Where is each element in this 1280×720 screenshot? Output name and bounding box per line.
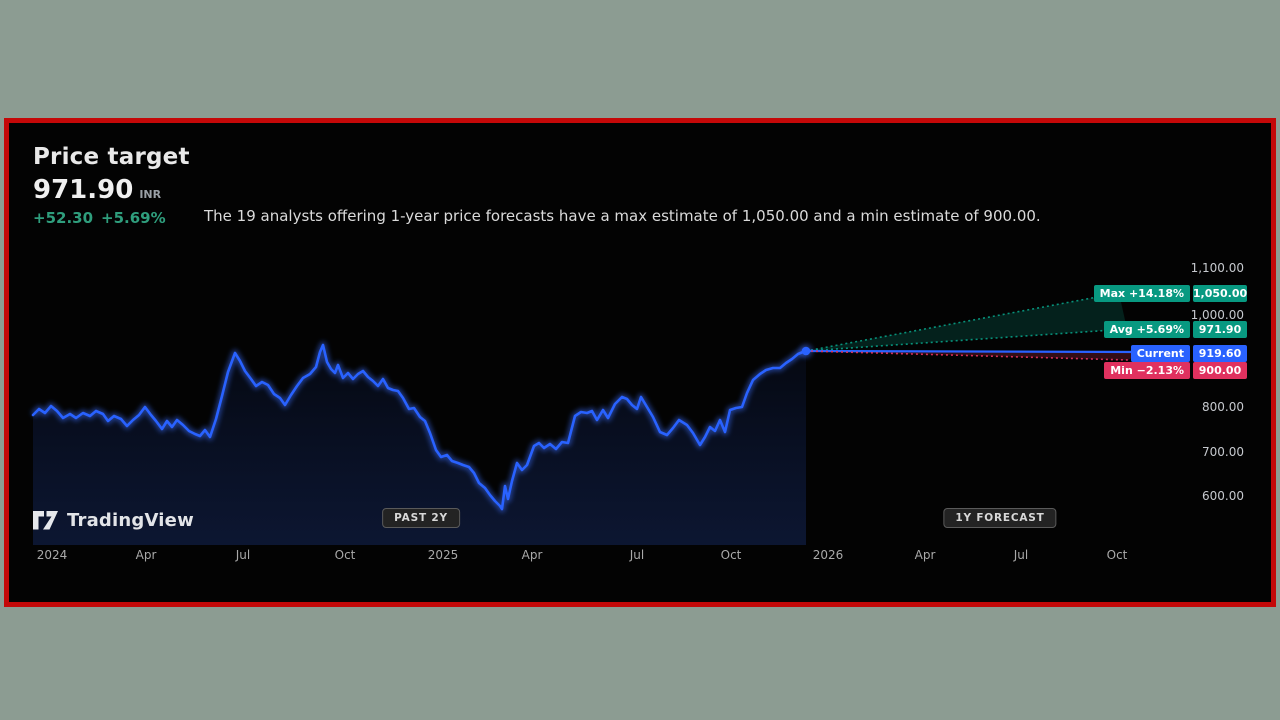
y-axis-tick: 800.00 [1202, 400, 1244, 414]
x-axis-tick: Apr [914, 548, 936, 562]
x-axis-tick: 2025 [427, 548, 459, 562]
x-axis-tick: Apr [521, 548, 543, 562]
forecast-label-max: Max +14.18% [1093, 285, 1190, 302]
forecast-label-avg: Avg +5.69% [1103, 321, 1190, 338]
forecast-value-avg: 971.90 [1193, 321, 1247, 338]
x-axis-tick: Oct [720, 548, 742, 562]
price-value: 971.90 [33, 175, 134, 205]
x-axis-tick: Oct [334, 548, 356, 562]
x-axis-tick: Oct [1106, 548, 1128, 562]
tradingview-logo-text: TradingView [67, 510, 194, 531]
tradingview-icon [33, 511, 58, 530]
price-change-row: +52.30 +5.69% [33, 209, 190, 227]
forecast-range-badge: 1Y FORECAST [943, 508, 1057, 528]
price-target-widget-panel [4, 118, 1276, 607]
past-range-badge: PAST 2Y [382, 508, 460, 528]
forecast-value-min: 900.00 [1193, 362, 1247, 379]
widget-header: Price target 971.90 INR +52.30 +5.69% [33, 144, 190, 227]
forecast-value-current: 919.60 [1193, 345, 1247, 362]
x-axis-tick: Jul [1013, 548, 1029, 562]
y-axis-tick: 700.00 [1202, 445, 1244, 459]
forecast-row-min: Min −2.13% 900.00 [1104, 362, 1247, 379]
x-axis-tick: 2024 [36, 548, 68, 562]
forecast-row-current: Current 919.60 [1130, 345, 1247, 362]
price-currency: INR [139, 188, 162, 201]
price-change-percent: +5.69% [101, 209, 166, 227]
y-axis-tick: 600.00 [1202, 489, 1244, 503]
forecast-row-max: Max +14.18% 1,050.00 [1093, 285, 1248, 302]
forecast-row-avg: Avg +5.69% 971.90 [1103, 321, 1247, 338]
forecast-label-current: Current [1130, 345, 1190, 362]
tradingview-logo-link[interactable]: TradingView [32, 510, 194, 531]
x-axis-tick: Jul [629, 548, 645, 562]
forecast-label-min: Min −2.13% [1104, 362, 1190, 379]
y-axis-tick: 1,100.00 [1190, 261, 1244, 275]
analyst-summary-text: The 19 analysts offering 1-year price fo… [204, 207, 1041, 225]
y-axis-tick: 1,000.00 [1190, 308, 1244, 322]
x-axis-tick: 2026 [812, 548, 844, 562]
price-change-absolute: +52.30 [33, 209, 94, 227]
x-axis-tick: Apr [135, 548, 157, 562]
forecast-value-max: 1,050.00 [1192, 285, 1248, 302]
widget-title: Price target [33, 144, 190, 170]
x-axis-tick: Jul [235, 548, 251, 562]
price-row: 971.90 INR [33, 175, 190, 205]
